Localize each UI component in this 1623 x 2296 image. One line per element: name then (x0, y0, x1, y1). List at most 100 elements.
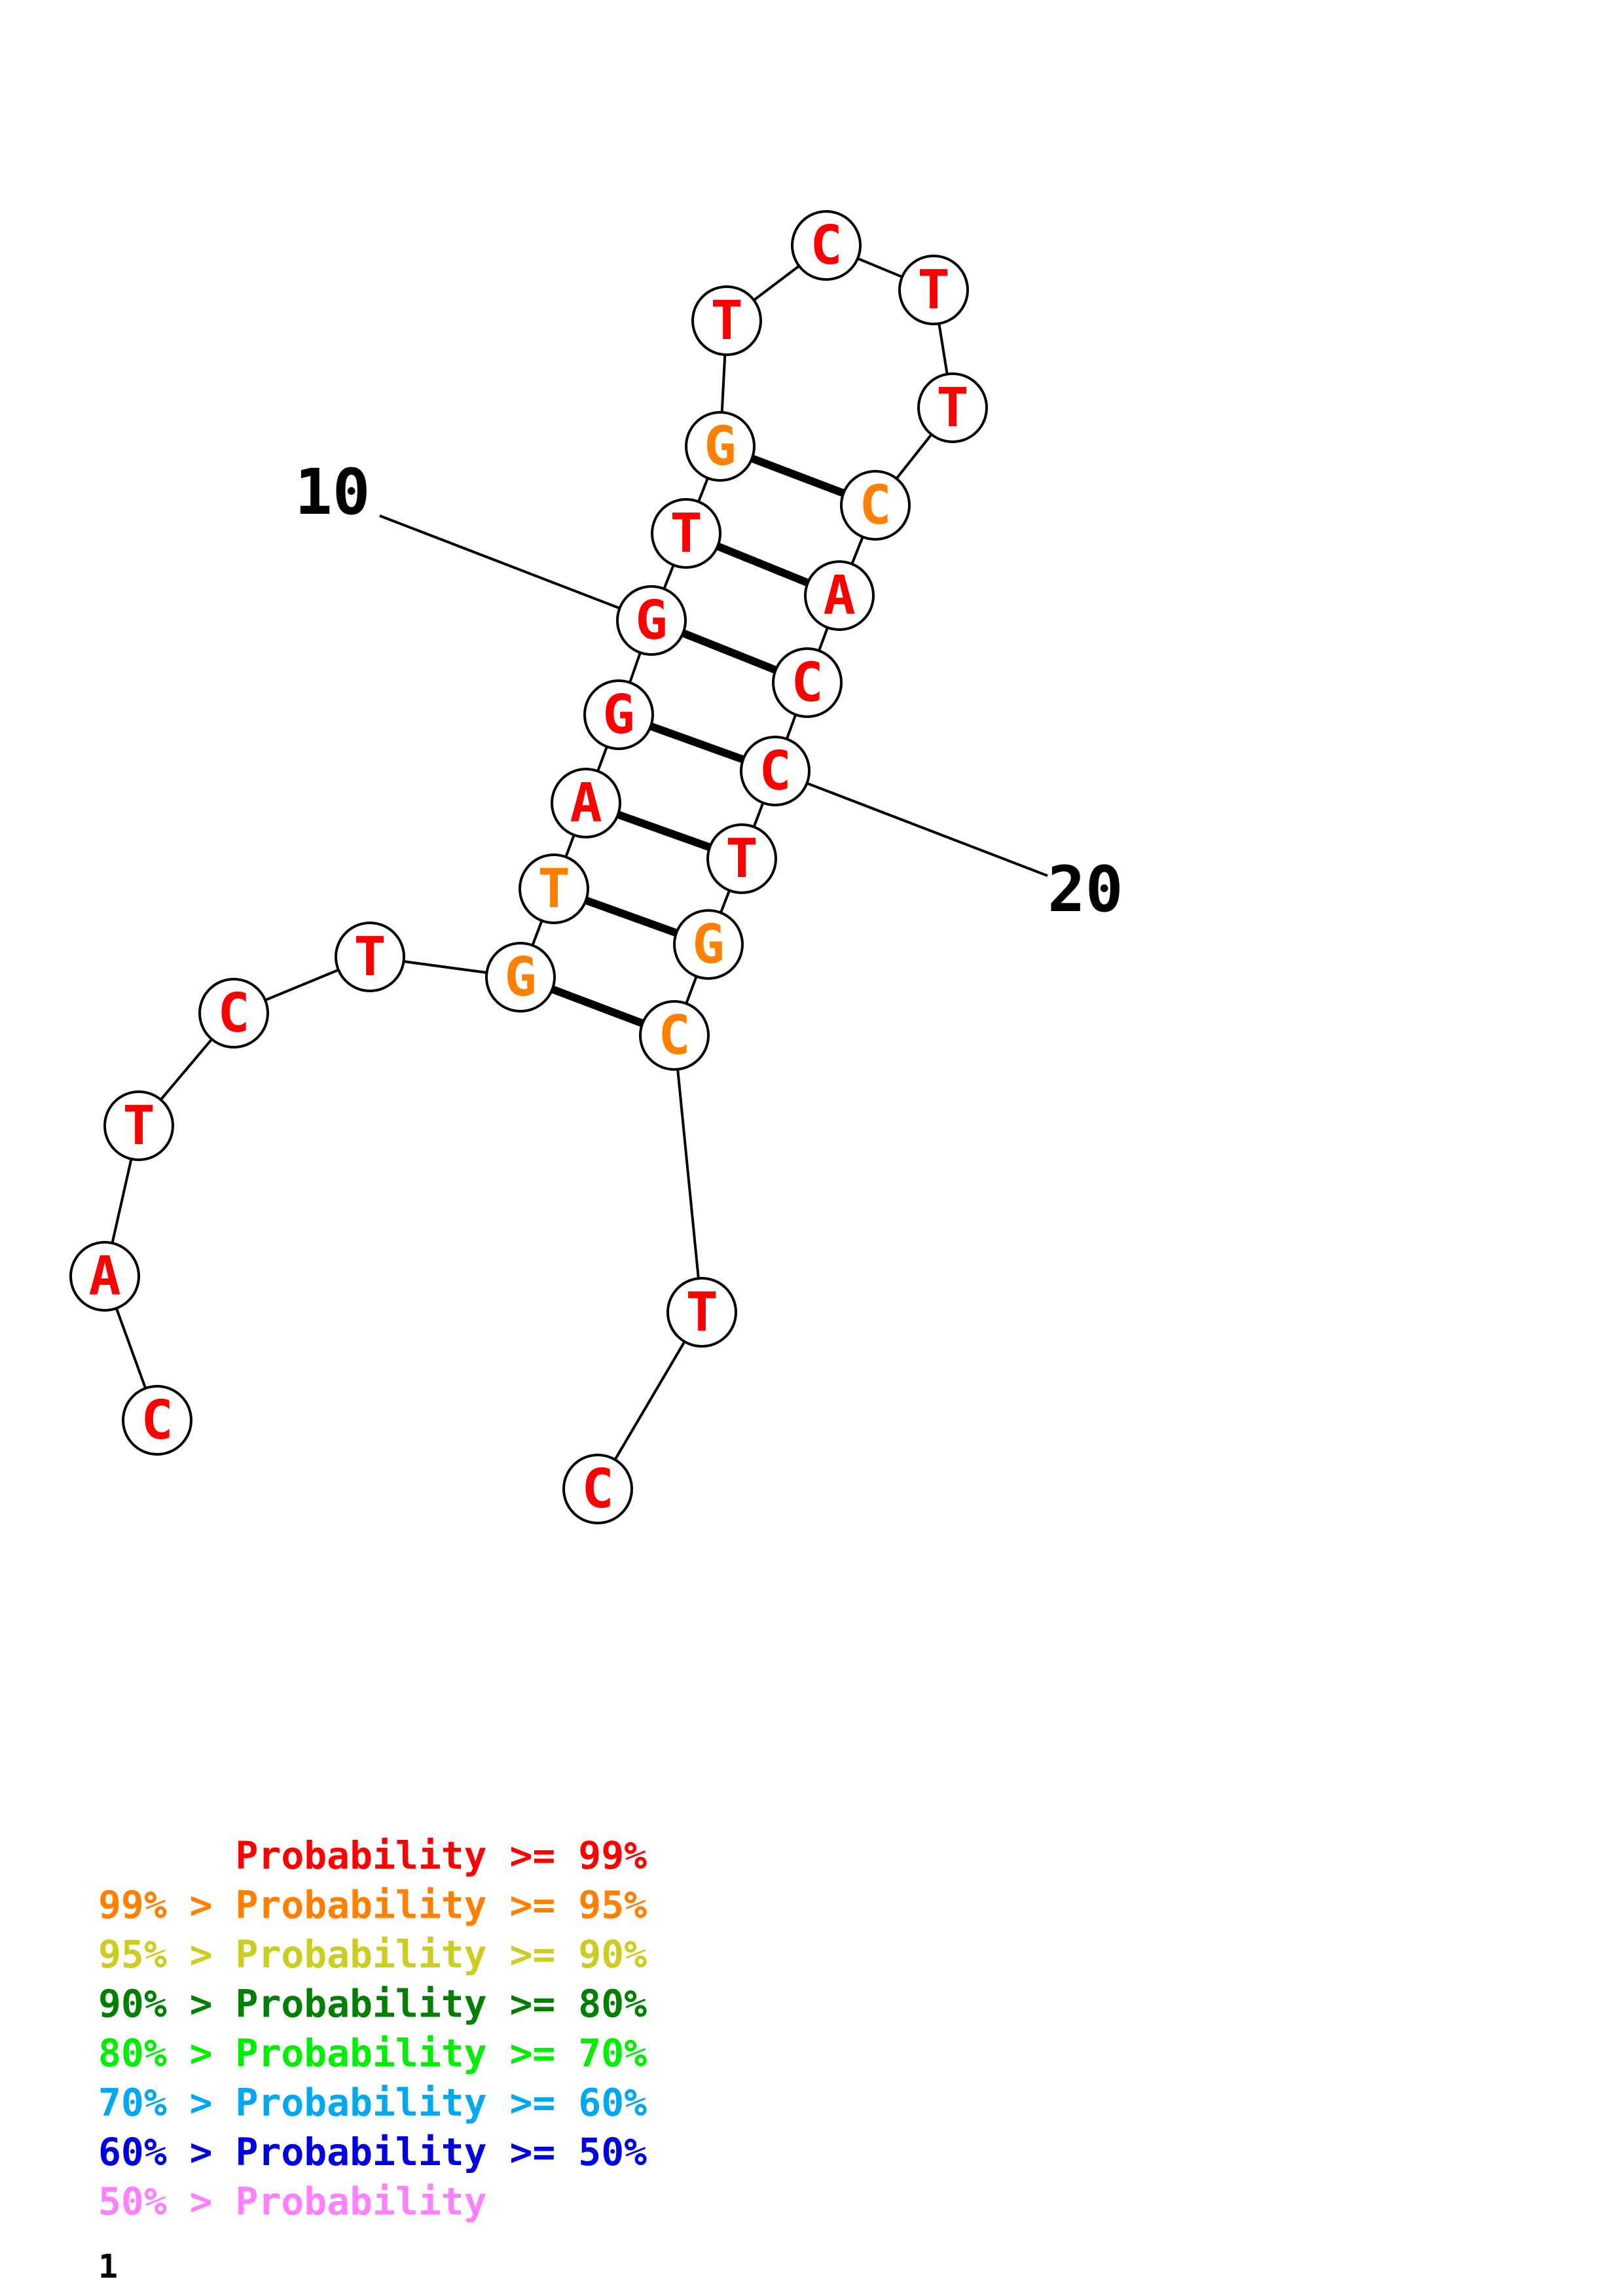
nucleotide-node: T (691, 285, 762, 356)
nucleotide-circle (917, 372, 988, 443)
nucleotide-letter: T (936, 377, 968, 439)
nucleotide-node: T (335, 922, 405, 992)
nucleotide-circle (666, 1277, 737, 1348)
legend-prefix: 50% > (98, 2179, 213, 2224)
nucleotide-letter: C (658, 1005, 690, 1067)
nucleotide-letter: A (823, 565, 855, 627)
nucleotide-letter: C (859, 475, 891, 537)
legend-prefix: 80% > (98, 2031, 213, 2075)
position-label-layer: 10 20 (295, 456, 1123, 926)
nucleotide-circle (103, 1090, 174, 1161)
nucleotide-letter: T (710, 290, 742, 352)
nucleotide-circle (691, 285, 762, 356)
nucleotide-circle (772, 647, 843, 718)
position-label-line (775, 770, 1048, 877)
nucleotide-circle (122, 1385, 192, 1456)
nucleotide-node: G (485, 942, 556, 1013)
nucleotide-node: A (69, 1241, 140, 1312)
nucleotide-circle (485, 942, 556, 1013)
nucleotide-letter: C (810, 215, 842, 277)
legend-prefix: 60% > (98, 2130, 213, 2174)
nucleotide-circle (898, 255, 969, 325)
legend-label: Probability >= 60% (235, 2081, 647, 2125)
nucleotide-node: A (551, 768, 621, 838)
legend-prefix: 70% > (98, 2081, 213, 2125)
nucleotide-node: C (562, 1454, 633, 1524)
position-label: 20 (1048, 853, 1123, 926)
nucleotide-circle (616, 585, 687, 656)
nucleotide-circle (335, 922, 405, 992)
nucleotide-node: T (519, 853, 589, 924)
position-label-lines (379, 514, 1048, 877)
nucleotide-letter: C (217, 982, 249, 1045)
legend-label: Probability >= 99% (235, 1833, 647, 1878)
nucleotide-letter: G (504, 946, 536, 1009)
nucleotide-circle (673, 909, 744, 980)
nucleotide-node: C (791, 210, 862, 281)
nucleotide-node: T (103, 1090, 174, 1161)
legend-label: Probability >= 80% (235, 1982, 647, 2026)
nucleotide-letter: C (791, 652, 823, 714)
nucleotide-circle (198, 978, 269, 1049)
nucleotide-node: C (639, 1000, 710, 1071)
nucleotide-letter: C (141, 1390, 173, 1452)
nucleotide-node: T (898, 255, 969, 325)
nucleotide-circle (706, 823, 777, 894)
nucleotide-node: G (685, 411, 756, 482)
nucleotide-letter: T (538, 858, 570, 920)
nucleotide-circle (562, 1454, 633, 1524)
nucleotide-node: G (583, 679, 654, 750)
probability-legend: Probability >= 99% 99% > Probability >= 9… (98, 1833, 647, 2224)
nucleotide-node: C (740, 736, 811, 806)
nucleotide-letter: T (917, 259, 949, 321)
legend-label: Probability >= 70% (235, 2031, 647, 2075)
legend-prefix: 90% > (98, 1982, 213, 2026)
nucleotide-node: C (122, 1385, 192, 1456)
nucleotide-node: C (840, 470, 911, 541)
nucleotide-circle (551, 768, 621, 838)
legend-prefix: 99% > (98, 1883, 213, 1928)
nucleotide-letter: A (570, 772, 602, 834)
legend-prefix: 95% > (98, 1932, 213, 1977)
nucleotide-letter: G (692, 914, 724, 976)
nucleotide-circle (651, 498, 721, 569)
nucleotide-node: T (666, 1277, 737, 1348)
nucleotide-node: C (772, 647, 843, 718)
nucleotide-letter: G (602, 684, 634, 746)
nucleotide-node: A (804, 560, 875, 631)
nucleotide-node: G (673, 909, 744, 980)
nucleotide-circle (69, 1241, 140, 1312)
nucleotide-node: G (616, 585, 687, 656)
legend-label: Probability >= 50% (235, 2130, 647, 2174)
nucleotide-letter: T (670, 503, 702, 565)
nucleotide-letter: T (354, 926, 386, 988)
backbone-link (673, 1035, 703, 1313)
legend-label: Probability (235, 2179, 486, 2224)
nucleotide-circle (583, 679, 654, 750)
nucleotide-letter: C (759, 740, 791, 802)
nucleotide-circle (804, 560, 875, 631)
position-label-line (379, 514, 652, 622)
nucleotide-letter: T (685, 1282, 718, 1344)
nucleotide-circle (519, 853, 589, 924)
nucleotide-node: T (917, 372, 988, 443)
nucleotide-circle (740, 736, 811, 806)
nucleotide-circle (791, 210, 862, 281)
legend-label: Probability >= 95% (235, 1883, 647, 1928)
nucleotide-letter: G (635, 590, 667, 652)
nucleotide-letter: T (122, 1095, 155, 1157)
nucleotide-node: C (198, 978, 269, 1049)
nucleotide-letter: G (704, 416, 736, 478)
nucleotide-circle (685, 411, 756, 482)
nucleotide-letter: A (88, 1246, 120, 1308)
nucleotide-letter: T (725, 828, 757, 890)
nucleotide-circle (840, 470, 911, 541)
nucleotide-node: T (706, 823, 777, 894)
footer-number: 1 (98, 2248, 118, 2286)
position-label: 10 (295, 456, 371, 529)
nucleotide-node: T (651, 498, 721, 569)
nucleotide-circle (639, 1000, 710, 1071)
nucleotide-letter: C (581, 1458, 613, 1520)
